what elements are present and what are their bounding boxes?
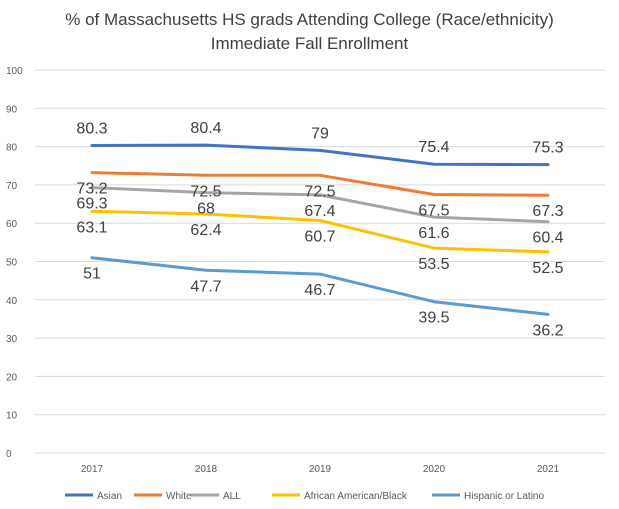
data-label: 60.7 xyxy=(304,229,335,246)
y-tick-label: 60 xyxy=(6,219,18,230)
y-tick-label: 80 xyxy=(6,143,18,154)
legend-label: Hispanic or Latino xyxy=(464,491,544,502)
chart-title: % of Massachusetts HS grads Attending Co… xyxy=(65,10,554,29)
x-tick-label: 2021 xyxy=(537,464,560,475)
series-line xyxy=(90,143,550,167)
chart-subtitle: Immediate Fall Enrollment xyxy=(210,34,409,53)
y-tick-label: 50 xyxy=(6,258,18,269)
data-label: 80.4 xyxy=(190,120,221,137)
y-tick-label: 10 xyxy=(6,411,18,422)
data-label: 72.5 xyxy=(190,183,221,200)
legend-label: Asian xyxy=(97,491,122,502)
y-tick-label: 30 xyxy=(6,334,18,345)
y-tick-label: 70 xyxy=(6,181,18,192)
data-label: 73.2 xyxy=(76,181,107,198)
data-label: 75.4 xyxy=(418,139,449,156)
data-label: 80.3 xyxy=(76,120,107,137)
y-tick-label: 90 xyxy=(6,104,18,115)
chart-title-block: % of Massachusetts HS grads Attending Co… xyxy=(0,8,619,56)
series-line xyxy=(90,186,550,224)
y-tick-label: 0 xyxy=(6,449,12,460)
legend-label: African American/Black xyxy=(304,491,408,502)
y-tick-label: 40 xyxy=(6,296,18,307)
legend-label: White xyxy=(166,491,192,502)
x-tick-label: 2018 xyxy=(195,464,218,475)
data-label: 36.2 xyxy=(532,322,563,339)
y-tick-label: 100 xyxy=(6,66,23,77)
legend-label: ALL xyxy=(223,491,241,502)
data-label: 63.1 xyxy=(76,219,107,236)
data-label: 52.5 xyxy=(532,260,563,277)
data-label: 61.6 xyxy=(418,225,449,242)
y-tick-label: 20 xyxy=(6,372,18,383)
data-label: 69.3 xyxy=(76,196,107,213)
data-label: 51 xyxy=(83,266,101,283)
data-label: 39.5 xyxy=(418,310,449,327)
data-label: 53.5 xyxy=(418,256,449,273)
data-label: 46.7 xyxy=(304,282,335,299)
data-label: 68 xyxy=(197,201,215,218)
series-line xyxy=(90,209,550,254)
data-label: 60.4 xyxy=(532,230,563,247)
series-line xyxy=(90,171,550,197)
data-label: 72.5 xyxy=(304,183,335,200)
data-label: 47.7 xyxy=(190,278,221,295)
data-label: 62.4 xyxy=(190,222,221,239)
x-tick-label: 2017 xyxy=(81,464,104,475)
data-label: 67.4 xyxy=(304,203,335,220)
x-tick-label: 2020 xyxy=(423,464,446,475)
x-tick-label: 2019 xyxy=(309,464,332,475)
data-label: 79 xyxy=(311,125,329,142)
data-label: 67.5 xyxy=(418,202,449,219)
data-label: 75.3 xyxy=(532,140,563,157)
series-line xyxy=(90,256,550,316)
data-label: 67.3 xyxy=(532,203,563,220)
